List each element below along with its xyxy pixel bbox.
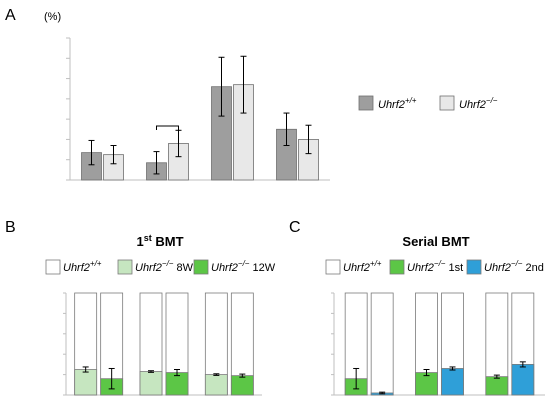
panel-b-bar-tcr-ko-8w (204, 374, 228, 396)
panel-c-bars (344, 292, 535, 396)
panel-c-legend-gene: Uhrf2 (343, 262, 370, 274)
panel-a-unit-label: (%) (44, 11, 61, 23)
panel-c-legend-swatch-1 (325, 259, 341, 275)
panel-b-legend-label-2: Uhrf2−/− 8W (135, 259, 194, 274)
panel-c-legend-timepoint: 1st (445, 262, 463, 274)
panel-a-bars (81, 55, 319, 181)
panel-b-legend-gene: Uhrf2 (63, 262, 90, 274)
panel-b-y-ticks (63, 292, 262, 396)
panel-b-title-number: 1 (136, 234, 143, 249)
panel-b-bar-b220-ko-8w (139, 371, 163, 396)
panel-a-legend-gene: Uhrf2 (378, 99, 405, 111)
panel-b-legend-label-1: Uhrf2+/+ (63, 259, 102, 274)
panel-c-legend-label-3: Uhrf2−/− 2nd (484, 259, 544, 274)
panel-b-legend-genotype: −/− (162, 259, 174, 268)
panel-a-significance-bracket (156, 125, 179, 130)
panel-a-legend-swatch-1 (358, 95, 374, 111)
panel-letter-c: C (289, 219, 301, 236)
panel-c-title-text: Serial BMT (402, 234, 469, 249)
panel-b-legend-gene: Uhrf2 (135, 262, 162, 274)
panel-b-legend-gene: Uhrf2 (211, 262, 238, 274)
panel-c-legend-gene: Uhrf2 (407, 262, 434, 274)
panel-b-title-ordinal: st (144, 233, 152, 243)
panel-a-legend: Uhrf2+/+ Uhrf2−/− (358, 95, 498, 111)
panel-b-chart: 1st BMT Uhrf2+/+ Uhrf2−/− 8W Uhrf2−/− 12W (45, 233, 276, 396)
panel-c-bar-gr1-wt-2nd (370, 292, 394, 396)
panel-a-chart: (%) Uhrf2+/+ Uhrf2−/− (44, 11, 498, 181)
panel-b-legend: Uhrf2+/+ Uhrf2−/− 8W Uhrf2−/− 12W (45, 259, 276, 275)
panel-b-legend-timepoint: 12W (249, 262, 275, 274)
panel-b-title-rest: BMT (152, 234, 184, 249)
panel-b-bar-tcr-ko-12w (230, 375, 254, 396)
panel-c-title: Serial BMT (402, 234, 469, 249)
panel-letter-b: B (5, 219, 16, 236)
panel-c-legend-swatch-3 (466, 259, 482, 275)
panel-c-y-ticks (331, 292, 545, 396)
panel-a-legend-genotype: −/− (486, 96, 498, 105)
panel-b-legend-genotype: −/− (238, 259, 250, 268)
panel-b-bars (74, 292, 254, 396)
panel-c-legend-gene: Uhrf2 (484, 262, 511, 274)
panel-b-legend-timepoint: 8W (173, 262, 193, 274)
panel-c-chart: Serial BMT Uhrf2+/+ Uhrf2−/− 1st Uhrf2−/− … (325, 234, 545, 396)
panel-a-legend-label-1: Uhrf2+/+ (378, 96, 417, 111)
panel-b-legend-swatch-2 (117, 259, 133, 275)
panel-c-bar-tcr-ko-1st (485, 376, 509, 396)
panel-c-bar-tcr-ko-2nd (511, 363, 535, 396)
panel-c-legend-label-1: Uhrf2+/+ (343, 259, 382, 274)
panel-letter-a: A (5, 7, 16, 24)
panel-b-legend-genotype: +/+ (90, 259, 102, 268)
panel-a-legend-gene: Uhrf2 (459, 99, 486, 111)
panel-c-legend-swatch-2 (389, 259, 405, 275)
panel-c-legend: Uhrf2+/+ Uhrf2−/− 1st Uhrf2−/− 2nd (325, 259, 544, 275)
panel-a-legend-genotype: +/+ (405, 96, 417, 105)
panel-b-legend-swatch-3 (193, 259, 209, 275)
panel-c-legend-timepoint: 2nd (522, 262, 543, 274)
panel-c-legend-label-2: Uhrf2−/− 1st (407, 259, 463, 274)
panel-a-significance (156, 125, 179, 130)
panel-a-legend-swatch-2 (439, 95, 455, 111)
panel-a-legend-label-2: Uhrf2−/− (459, 96, 498, 111)
panel-b-bar-gr1-ko-8w (74, 369, 98, 396)
panel-b-legend-label-3: Uhrf2−/− 12W (211, 259, 276, 274)
panel-c-legend-genotype: −/− (434, 259, 446, 268)
panel-c-legend-genotype: +/+ (370, 259, 382, 268)
panel-b-legend-swatch-1 (45, 259, 61, 275)
panel-b-title: 1st BMT (136, 233, 183, 249)
panel-c-bar-b220-ko-2nd (441, 368, 464, 396)
panel-c-legend-genotype: −/− (511, 259, 523, 268)
